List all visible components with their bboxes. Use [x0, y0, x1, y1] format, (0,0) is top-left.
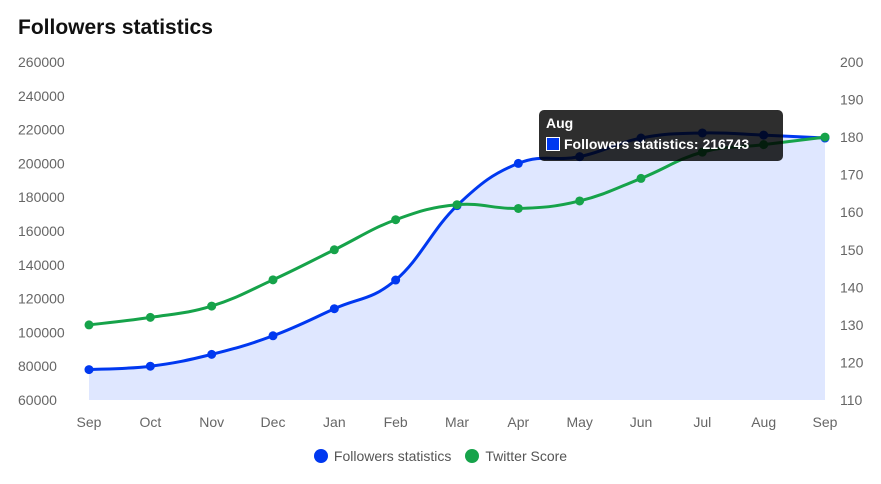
y-right-tick-label: 190	[840, 92, 864, 108]
y-right-tick-label: 160	[840, 204, 864, 220]
y-left-tick-label: 100000	[18, 324, 65, 340]
y-right-tick-label: 170	[840, 167, 864, 183]
twitter-score-point	[820, 132, 830, 142]
twitter-score-point	[84, 320, 94, 330]
followers-point	[391, 275, 401, 285]
x-tick-label: Sep	[813, 414, 838, 430]
followers-point	[513, 158, 523, 168]
x-tick-label: Apr	[507, 414, 529, 430]
followers-point	[268, 331, 278, 341]
legend-followers-marker-icon	[313, 449, 328, 463]
legend-followers-label: Followers statistics	[333, 448, 452, 464]
y-left-tick-label: 200000	[18, 155, 65, 171]
y-right-tick-label: 200	[840, 54, 864, 70]
x-tick-label: Jun	[630, 414, 653, 430]
tooltip-swatch-icon	[546, 137, 560, 151]
y-left-tick-label: 140000	[18, 257, 65, 273]
x-tick-label: Feb	[384, 414, 408, 430]
chart-legend: Followers statistics Twitter Score	[0, 448, 881, 464]
twitter-score-point	[207, 301, 217, 311]
y-left-tick-label: 180000	[18, 189, 65, 205]
followers-point	[84, 365, 94, 375]
legend-twitter-marker-icon	[465, 449, 480, 463]
x-tick-label: Nov	[199, 414, 224, 430]
y-right-tick-label: 180	[840, 129, 864, 145]
y-right-tick-label: 150	[840, 242, 864, 258]
x-tick-label: Dec	[261, 414, 286, 430]
y-left-tick-label: 80000	[18, 358, 57, 374]
twitter-score-point	[391, 215, 401, 225]
tooltip-title: Aug	[546, 115, 574, 131]
x-tick-label: Oct	[139, 414, 161, 430]
twitter-score-point	[452, 200, 462, 210]
legend-twitter-label: Twitter Score	[485, 448, 568, 464]
y-left-tick-label: 60000	[18, 392, 57, 408]
followers-point	[207, 349, 217, 359]
y-right-tick-label: 110	[840, 392, 863, 408]
line-chart: 60000 80000 100000 120000 140000 160000 180000…	[18, 54, 864, 430]
chart-tooltip: Aug Followers statistics: 216743	[539, 110, 783, 161]
x-tick-label: Jul	[693, 414, 711, 430]
y-right-tick-label: 120	[840, 354, 864, 370]
twitter-score-point	[575, 196, 585, 206]
followers-area-fill	[89, 132, 825, 400]
x-tick-label: Jan	[323, 414, 346, 430]
twitter-score-point	[145, 312, 155, 322]
twitter-score-point	[329, 245, 339, 255]
chart-title: Followers statistics	[18, 16, 213, 39]
twitter-score-point	[636, 173, 646, 183]
followers-point	[329, 304, 339, 314]
y-left-tick-label: 260000	[18, 54, 65, 70]
followers-point	[145, 361, 155, 371]
x-tick-label: Mar	[445, 414, 469, 430]
y-right-tick-label: 140	[840, 279, 864, 295]
twitter-score-point	[268, 275, 278, 285]
twitter-score-point	[513, 203, 523, 213]
y-right-tick-label: 130	[840, 317, 864, 333]
y-left-tick-label: 240000	[18, 88, 65, 104]
x-tick-label: Aug	[751, 414, 776, 430]
tooltip-label: Followers statistics: 216743	[564, 136, 750, 152]
legend-item-followers[interactable]: Followers statistics	[313, 448, 452, 464]
x-tick-label: May	[566, 414, 592, 430]
y-left-tick-label: 160000	[18, 223, 65, 239]
x-tick-label: Sep	[77, 414, 102, 430]
y-left-tick-label: 220000	[18, 122, 65, 138]
y-left-tick-label: 120000	[18, 291, 65, 307]
legend-item-twitter[interactable]: Twitter Score	[465, 448, 567, 464]
